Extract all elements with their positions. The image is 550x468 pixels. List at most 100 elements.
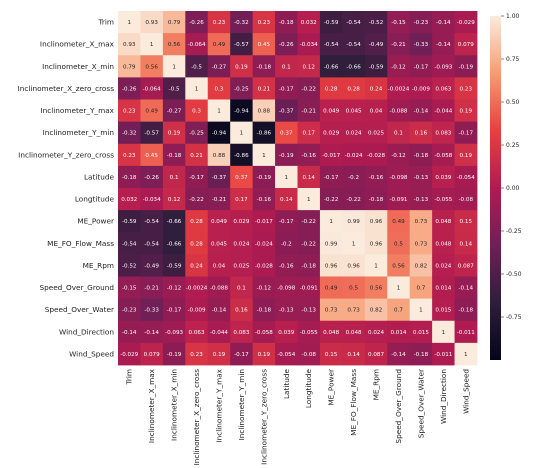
heatmap-cell-label: -0.57 xyxy=(234,42,249,48)
heatmap-cell xyxy=(207,254,231,277)
colorbar: 1.00 0.75 0.50 0.25 0.00 -0.25 -0.50 -0.75 xyxy=(490,13,522,360)
heatmap-cell-label: -0.94 xyxy=(212,131,227,137)
heatmap-cells xyxy=(118,11,478,366)
heatmap-cell-label: -0.15 xyxy=(391,20,406,26)
heatmap-cell xyxy=(162,143,186,167)
heatmap-cell-label: -0.86 xyxy=(257,131,272,137)
heatmap-cell xyxy=(275,33,298,56)
heatmap-cell xyxy=(207,342,231,366)
heatmap-cell xyxy=(319,320,343,344)
heatmap-cell xyxy=(140,188,164,211)
heatmap-cell-label: -0.54 xyxy=(144,241,159,247)
heatmap-cell xyxy=(252,143,276,167)
heatmap-cell-label: -0.22 xyxy=(301,241,315,247)
heatmap-cell-label: -0.18 xyxy=(257,64,272,70)
heatmap-cell xyxy=(409,276,433,300)
heatmap-cell-label: -0.33 xyxy=(414,42,429,48)
heatmap-cell-label: 0.048 xyxy=(346,330,362,336)
colorbar-tick-label: 0.50 xyxy=(506,99,520,106)
heatmap-cell-label: 0.029 xyxy=(323,131,339,137)
heatmap-cell xyxy=(185,121,209,145)
heatmap-cell-label: 0.23 xyxy=(258,20,271,26)
heatmap-cell xyxy=(364,320,388,344)
heatmap-cell-label: 0.049 xyxy=(323,109,339,115)
heatmap-cell xyxy=(118,165,141,189)
heatmap-cell xyxy=(342,276,366,300)
heatmap-cell xyxy=(319,298,343,322)
heatmap-cell-label: 0.015 xyxy=(435,308,451,314)
heatmap-cell xyxy=(409,33,433,56)
heatmap-cell-label: 0.19 xyxy=(168,131,181,137)
heatmap-cell-label: 0.96 xyxy=(370,241,383,247)
heatmap-cell xyxy=(319,342,343,366)
heatmap-cell xyxy=(275,232,298,255)
heatmap-cell-label: 0.1 xyxy=(282,64,291,70)
heatmap-cell xyxy=(140,210,164,233)
heatmap-cell-label: -0.23 xyxy=(414,20,429,26)
heatmap-cell-label: 1 xyxy=(307,197,311,203)
heatmap-cell-label: -0.5 xyxy=(169,86,180,92)
heatmap-cell xyxy=(118,55,141,78)
heatmap-cell xyxy=(230,298,254,322)
heatmap-cell xyxy=(252,77,276,100)
heatmap-cell xyxy=(118,276,141,300)
heatmap-cell xyxy=(432,210,455,233)
heatmap-cell-label: -0.12 xyxy=(391,153,405,159)
heatmap-cell xyxy=(207,99,231,123)
heatmap-cell-label: -0.25 xyxy=(189,131,204,137)
heatmap-cell xyxy=(387,298,411,322)
heatmap-cell-label: 1 xyxy=(329,219,333,225)
column-label: Inclinometer_Y_min xyxy=(237,369,246,440)
heatmap-cell xyxy=(118,11,141,34)
heatmap-cell xyxy=(297,121,321,145)
heatmap-cell xyxy=(162,33,186,56)
heatmap-cell-label: -0.59 xyxy=(324,20,339,26)
heatmap-cell xyxy=(140,298,164,322)
heatmap-cell-label: 0.014 xyxy=(390,330,406,336)
heatmap-cell xyxy=(185,165,209,189)
heatmap-cell xyxy=(364,77,388,100)
heatmap-cell-label: 0.19 xyxy=(460,109,473,115)
heatmap-cell xyxy=(118,342,141,366)
heatmap-cell-label: -0.25 xyxy=(234,86,249,92)
column-label: Inclinometer_X_zero_cross xyxy=(192,369,201,466)
heatmap-cell xyxy=(230,33,254,56)
column-label: ME_Rpm xyxy=(372,369,381,400)
heatmap-cell-label: -0.024 xyxy=(255,241,273,247)
heatmap-cell-label: -0.59 xyxy=(369,64,384,70)
heatmap-cell xyxy=(162,320,186,344)
heatmap-cell xyxy=(297,11,321,34)
column-labels: Trim Inclinometer_X_max Inclinometer_X_min… xyxy=(125,368,471,465)
heatmap-cell-label: -0.12 xyxy=(391,64,405,70)
heatmap-cell xyxy=(432,298,455,322)
heatmap-cell-label: 0.079 xyxy=(458,42,474,48)
column-label: ME_FO_Flow_Mass xyxy=(349,369,358,436)
row-label: Inclinometer_X_min xyxy=(42,62,114,71)
heatmap-cell-label: 0.21 xyxy=(190,153,203,159)
heatmap-cell-label: 0.063 xyxy=(435,86,451,92)
heatmap-cell xyxy=(342,210,366,233)
heatmap-cell-label: 0.56 xyxy=(168,42,181,48)
heatmap-cell xyxy=(409,165,433,189)
row-label: Inclinometer_X_zero_cross xyxy=(18,84,115,93)
heatmap-cell-label: -0.33 xyxy=(144,308,159,314)
heatmap-cell-label: -0.21 xyxy=(391,42,406,48)
heatmap-cell-label: -0.26 xyxy=(144,175,159,181)
heatmap-cell xyxy=(252,11,276,34)
heatmap-cell-label: 0.032 xyxy=(301,20,317,26)
heatmap-cell xyxy=(319,121,343,145)
heatmap-cell-label: -0.15 xyxy=(122,286,137,292)
heatmap-cell-label: 0.28 xyxy=(190,241,203,247)
heatmap-cell-label: -0.23 xyxy=(122,308,137,314)
heatmap-cell xyxy=(252,99,276,123)
column-label: Inclinometer_Y_max xyxy=(214,368,223,442)
heatmap-cell-label: -0.054 xyxy=(457,175,475,181)
column-label: Inclinometer_X_max xyxy=(147,368,156,443)
heatmap-cell xyxy=(297,298,321,322)
heatmap-cell xyxy=(162,121,186,145)
heatmap-cell-label: -0.22 xyxy=(301,219,315,225)
heatmap-cell xyxy=(185,298,209,322)
heatmap-cell-label: -0.18 xyxy=(459,308,474,314)
heatmap-cell-label: -0.49 xyxy=(369,42,384,48)
heatmap-cell xyxy=(342,121,366,145)
